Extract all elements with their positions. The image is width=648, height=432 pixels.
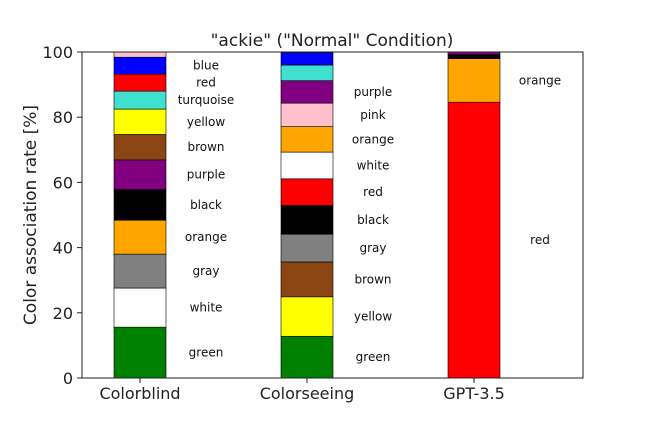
- y-tick-label: 40: [53, 239, 73, 258]
- bar-segment-colorseeing-brown: [280, 261, 334, 298]
- bar-segment-colorseeing-yellow: [280, 296, 334, 337]
- segment-label: white: [357, 158, 390, 172]
- segment-label: brown: [354, 272, 391, 286]
- bars-layer: [113, 51, 501, 379]
- segment-label: orange: [519, 73, 561, 87]
- y-axis-label: Color association rate [%]: [21, 105, 41, 325]
- bar-segment-colorblind-yellow: [113, 108, 167, 135]
- bar-segment-gpt-3-5-orange: [447, 58, 501, 103]
- segment-label: black: [357, 213, 389, 227]
- bar-segment-colorblind-turquoise: [113, 90, 167, 110]
- bar-segment-colorblind-red: [113, 73, 167, 92]
- bar-segment-colorblind-black: [113, 189, 167, 221]
- y-tick-label: 60: [53, 173, 73, 192]
- bar-segment-colorblind-orange: [113, 219, 167, 255]
- y-tick-label: 20: [53, 304, 73, 323]
- segment-label: pink: [360, 108, 386, 122]
- segment-label: green: [356, 350, 391, 364]
- bar-segment-colorseeing-orange: [280, 126, 334, 153]
- bar-segment-colorblind-green: [113, 326, 167, 379]
- bar-segment-gpt-3-5-red: [447, 101, 501, 379]
- bar-segment-colorseeing-black: [280, 205, 334, 235]
- y-tick-label: 80: [53, 108, 73, 127]
- segment-label: white: [190, 301, 223, 315]
- segment-label: red: [196, 76, 216, 90]
- segment-label: brown: [187, 140, 224, 154]
- x-category-label: GPT-3.5: [443, 384, 505, 403]
- segment-labels-layer: green white gray orange black purple brown yell…: [178, 59, 561, 364]
- segment-label: gray: [192, 264, 219, 278]
- segment-label: turquoise: [178, 93, 235, 107]
- bar-segment-colorblind-white: [113, 287, 167, 328]
- y-axis-ticks: 0 20 40 60 80 100: [42, 43, 82, 388]
- bar-segment-colorseeing-red: [280, 178, 334, 206]
- segment-label: black: [190, 198, 222, 212]
- segment-label: orange: [352, 132, 394, 146]
- y-tick-label: 0: [63, 369, 73, 388]
- plot-frame: [81, 51, 584, 379]
- bar-segment-colorseeing-purple: [280, 80, 334, 104]
- x-category-label: Colorseeing: [260, 384, 355, 403]
- bar-segment-colorseeing-pink: [280, 102, 334, 127]
- bar-segment-colorblind-purple: [113, 159, 167, 190]
- segment-label: purple: [187, 168, 226, 182]
- x-axis-ticks: Colorblind Colorseeing GPT-3.5: [99, 378, 505, 403]
- segment-label: orange: [185, 230, 227, 244]
- bar-segment-colorseeing-gray: [280, 233, 334, 263]
- bar-segment-colorblind-blue: [113, 56, 167, 75]
- segment-label: purple: [354, 85, 393, 99]
- y-tick-label: 100: [42, 43, 73, 62]
- chart-title: "ackie" ("Normal" Condition): [211, 31, 454, 51]
- segment-label: blue: [193, 59, 219, 73]
- bar-segment-colorseeing-green: [280, 335, 334, 379]
- x-category-label: Colorblind: [99, 384, 180, 403]
- bar-segment-colorblind-brown: [113, 134, 167, 161]
- segment-label: red: [530, 233, 550, 247]
- segment-label: green: [189, 346, 224, 360]
- segment-label: gray: [359, 241, 386, 255]
- bar-segment-colorseeing-seg10: [280, 64, 334, 81]
- bar-segment-gpt-3-5-seg2: [447, 54, 501, 59]
- segment-label: red: [363, 185, 383, 199]
- bar-segment-colorblind-gray: [113, 253, 167, 289]
- bar-segment-colorseeing-seg11: [280, 52, 334, 66]
- bar-segment-colorseeing-white: [280, 151, 334, 180]
- bar-segment-colorblind-seg11: [113, 51, 167, 58]
- segment-label: yellow: [187, 115, 225, 129]
- segment-label: yellow: [354, 310, 392, 324]
